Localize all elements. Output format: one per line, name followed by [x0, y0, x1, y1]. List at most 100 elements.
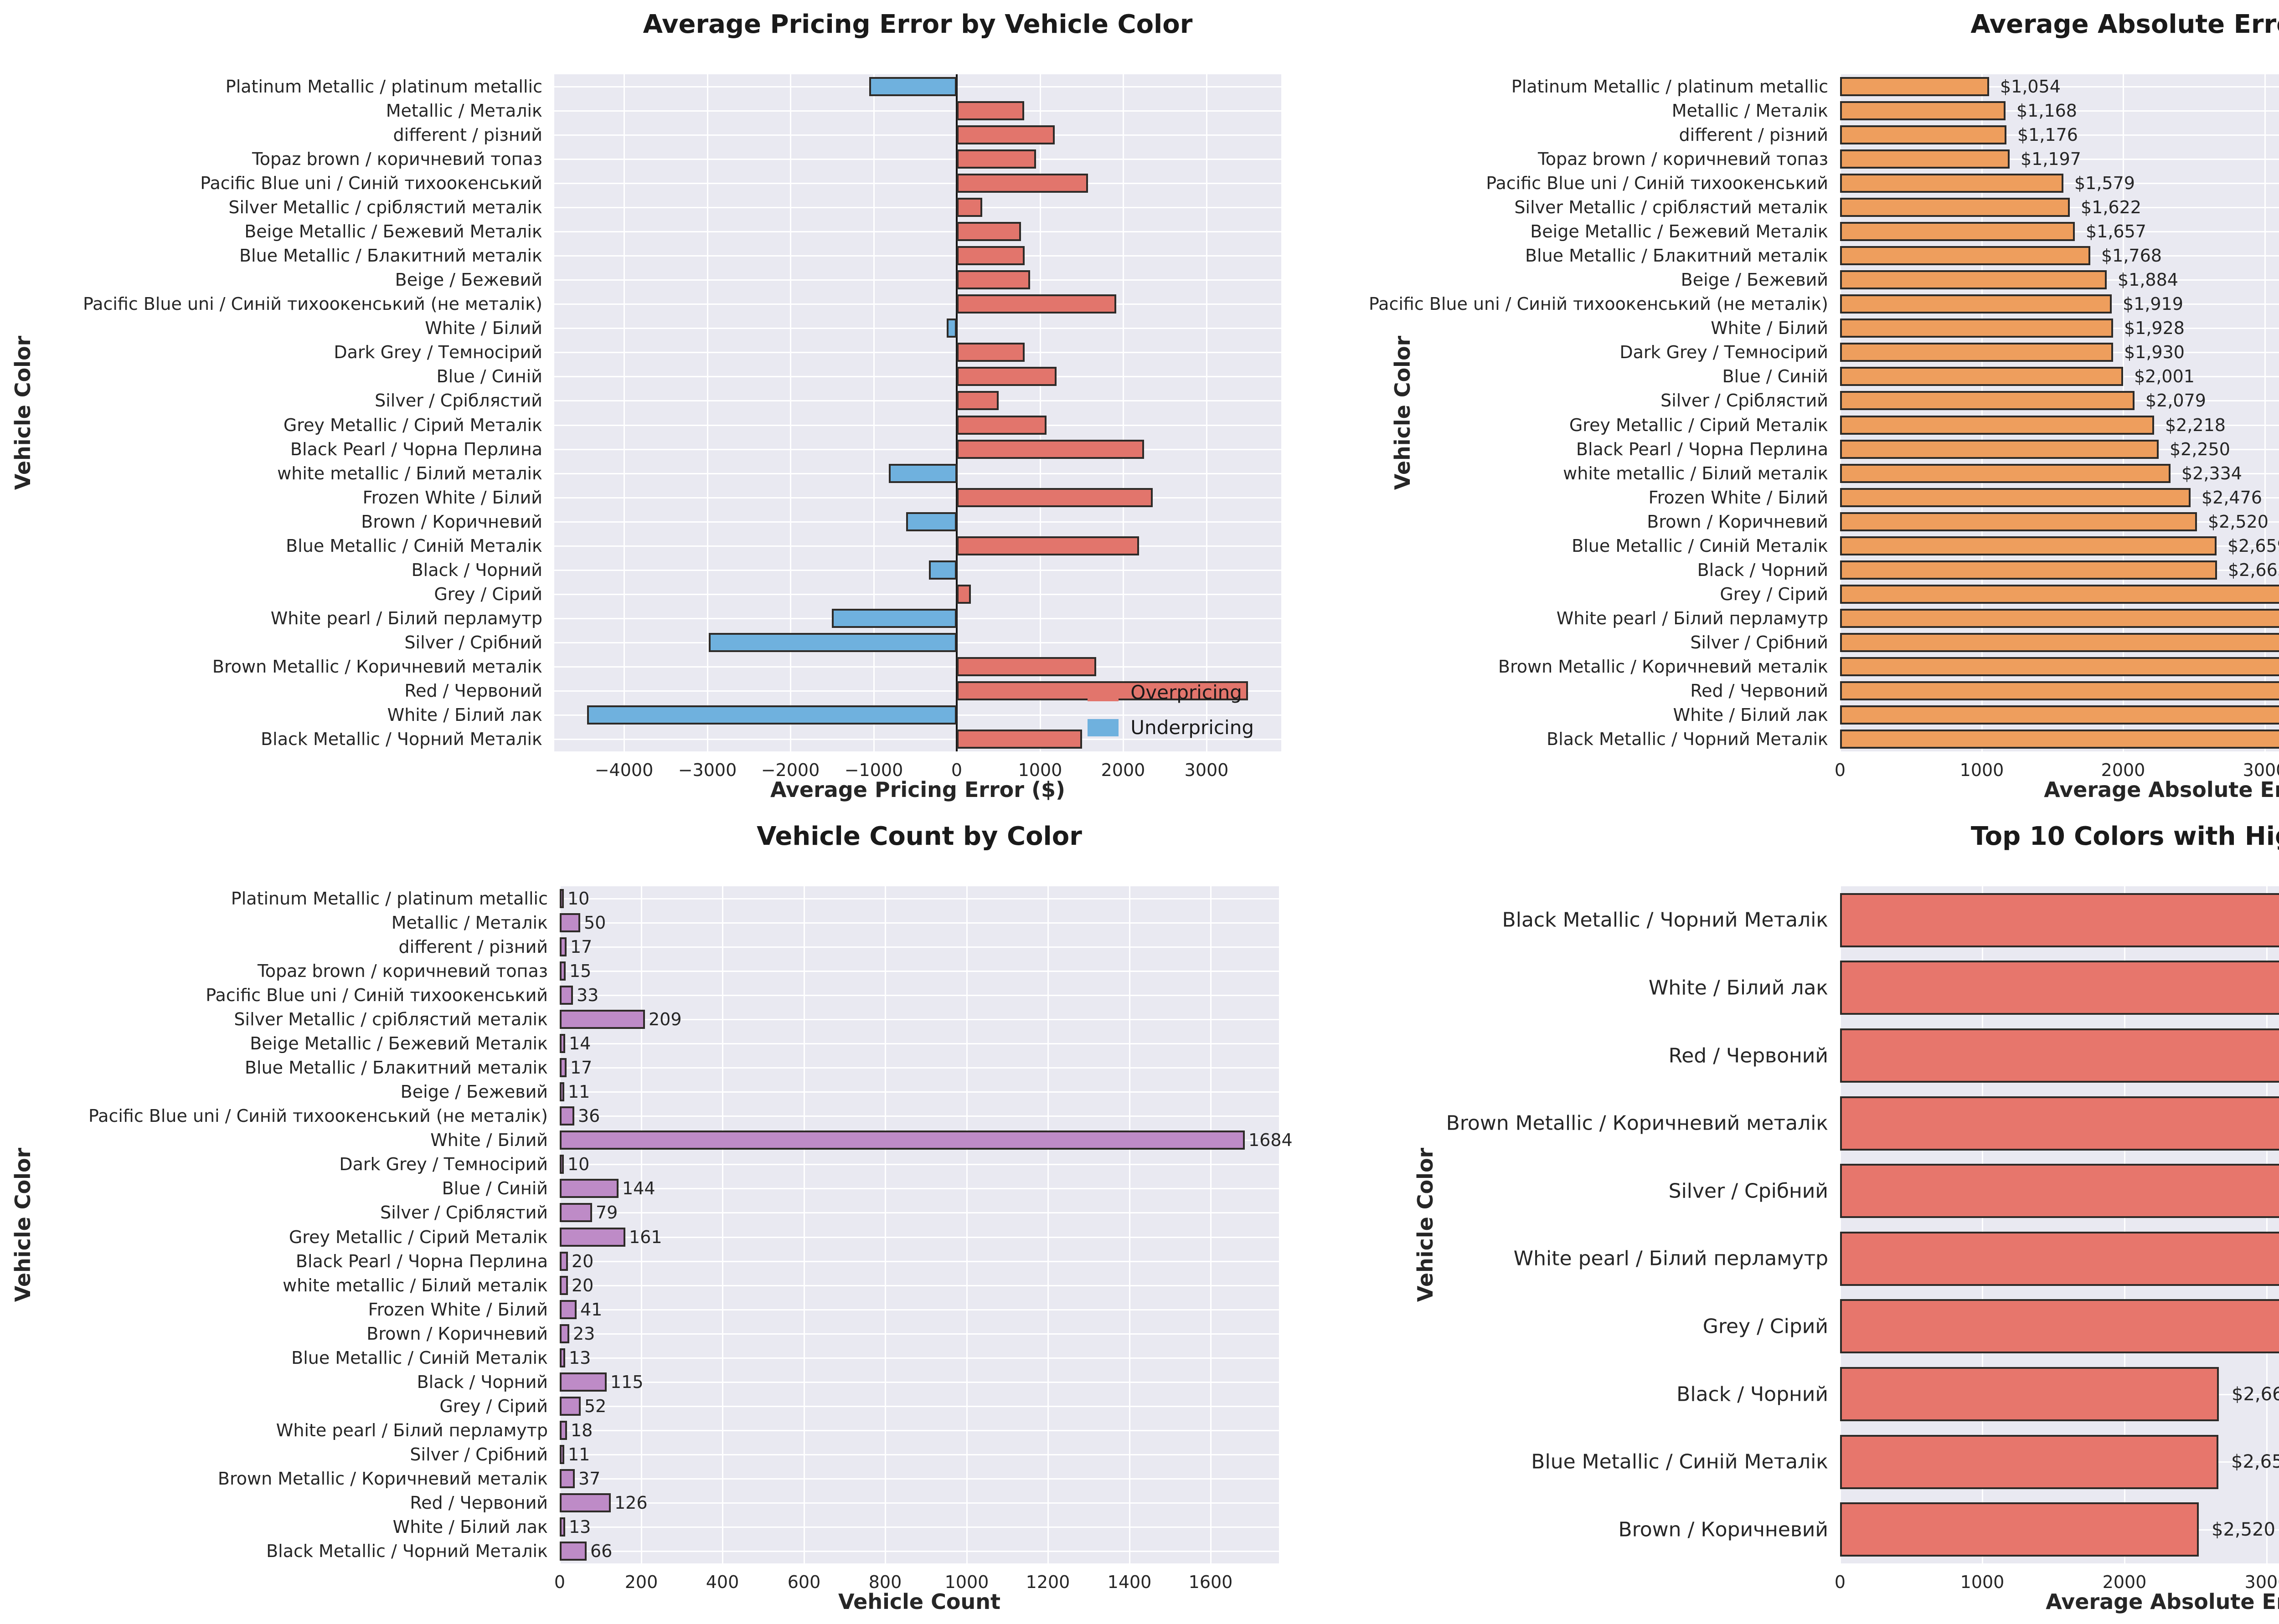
category-label: White / Білий лак: [1673, 705, 1828, 725]
bar: [560, 1131, 1245, 1150]
gridline-x: [707, 74, 708, 751]
gridline-y: [554, 739, 1281, 740]
gridline-x: [1210, 886, 1212, 1563]
category-label: Black Metallic / Чорний Металік: [1502, 908, 1828, 932]
category-label: Black / Чорний: [1697, 560, 1828, 580]
bar: [560, 1324, 569, 1343]
bar-value-label: 11: [568, 1444, 590, 1465]
gridline-x: [624, 74, 625, 751]
bar: [1840, 1299, 2279, 1353]
category-label: Metallic / Металік: [1671, 101, 1828, 121]
category-label: Dark Grey / Темносірий: [339, 1154, 548, 1174]
bar: [709, 633, 957, 652]
bar: [1840, 705, 2279, 725]
bar: [560, 1228, 625, 1247]
plot-area: 10 50 17 15 33 209 14 17 11 36 1684 10 144 79 161 20 20 4…: [559, 886, 1293, 1563]
gridline-y: [554, 134, 1281, 136]
bar: [957, 198, 982, 217]
bar-value-label: $2,520: [2208, 512, 2269, 532]
gridline-y: [554, 183, 1281, 184]
category-label: Blue / Синій: [442, 1178, 548, 1198]
bar-value-label: 79: [596, 1203, 618, 1223]
category-label: white metallic / Білий металік: [1563, 463, 1828, 483]
bar-value-label: 144: [622, 1178, 655, 1198]
category-label: Brown Metallic / Коричневий металік: [217, 1469, 548, 1489]
bar: [560, 913, 580, 932]
bar: [1840, 730, 2279, 749]
bar: [957, 657, 1096, 676]
gridline-y: [560, 1261, 1279, 1262]
zero-line: [956, 74, 958, 751]
panel-average-absolute-error: Average Absolute Error by Color Vehicle …: [1361, 0, 2279, 812]
category-label: Blue / Синій: [1722, 366, 1828, 386]
category-label: Blue Metallic / Блакитний металік: [244, 1058, 548, 1078]
chart-title: Vehicle Count by Color: [757, 822, 1082, 851]
bar: [947, 319, 957, 338]
bar-value-label: 23: [573, 1324, 595, 1344]
bar: [957, 294, 1116, 313]
bar: [560, 1276, 568, 1295]
gridline-x: [1129, 886, 1130, 1563]
bar-value-label: $1,176: [2017, 125, 2078, 145]
bar: [560, 1034, 565, 1053]
bar: [587, 705, 957, 725]
plot-area: $1,054 $1,168 $1,176 $1,197 $1,579 $1,622 $1,6…: [1840, 74, 2279, 751]
bar-value-label: $2,476: [2202, 488, 2262, 508]
bar: [957, 416, 1047, 435]
legend-label: Overpricing: [1130, 681, 1242, 704]
category-label: Pacific Blue uni / Синій тихоокенський (…: [1368, 294, 1828, 314]
bar: [1840, 1028, 2279, 1083]
bar: [1840, 319, 2113, 338]
bar-value-label: $2,079: [2145, 391, 2206, 411]
bar-value-label: 115: [610, 1372, 644, 1392]
gridline-y: [560, 1285, 1279, 1286]
bar: [957, 343, 1025, 362]
bar: [560, 1517, 565, 1537]
bar: [560, 1106, 574, 1125]
bar: [560, 1542, 587, 1561]
gridline-x: [1206, 74, 1207, 751]
bar-value-label: 18: [571, 1420, 593, 1440]
gridline-y: [554, 570, 1281, 571]
category-label: white metallic / Білий металік: [283, 1275, 548, 1295]
gridline-y: [554, 594, 1281, 595]
bar: [560, 1300, 577, 1319]
category-label: Grey / Сірий: [439, 1396, 548, 1416]
category-label: Topaz brown / коричневий топаз: [1537, 149, 1828, 169]
bar-value-label: 10: [567, 1154, 590, 1174]
gridline-y: [554, 545, 1281, 547]
bar: [1840, 1232, 2279, 1286]
bar: [1840, 1096, 2279, 1151]
bar-value-label: 14: [569, 1033, 591, 1054]
gridline-y: [554, 376, 1281, 377]
category-label: Pacific Blue uni / Синій тихоокенський (…: [82, 294, 542, 314]
bar: [1840, 633, 2279, 652]
x-axis-label: Average Absolute Error ($): [2046, 1589, 2279, 1614]
legend-item: Overpricing: [1088, 681, 1254, 704]
category-label: Silver Metallic / сріблястий металік: [1514, 197, 1828, 217]
gridline-x: [559, 886, 561, 1563]
x-tick-label: 1400: [1107, 1572, 1152, 1592]
x-tick-label: 1000: [1960, 1572, 2005, 1592]
x-axis-label: Vehicle Count: [838, 1589, 1000, 1614]
bar: [560, 1348, 565, 1367]
category-label: Silver / Срібний: [1690, 632, 1828, 653]
bar-value-label: 17: [570, 1058, 593, 1078]
bar-value-label: $2,520 (23 vehicles): [2212, 1519, 2279, 1540]
category-label: Blue Metallic / Синій Металік: [291, 1348, 548, 1368]
gridline-y: [554, 231, 1281, 232]
bar: [1840, 294, 2112, 313]
category-label: Blue Metallic / Синій Металік: [1531, 1450, 1828, 1474]
x-tick-label: 0: [951, 760, 963, 780]
x-tick-label: −3000: [678, 760, 737, 780]
bar: [560, 1372, 607, 1392]
gridline-y: [554, 449, 1281, 450]
category-label: Pacific Blue uni / Синій тихоокенський: [206, 985, 548, 1005]
bar: [1840, 1435, 2218, 1489]
bar-value-label: $1,930: [2124, 342, 2185, 362]
category-label: Black Metallic / Чорний Металік: [266, 1541, 548, 1561]
bar-value-label: $2,218: [2165, 415, 2226, 435]
legend-label: Underpricing: [1130, 716, 1254, 739]
bar-value-label: $2,663: [2228, 560, 2279, 580]
bar: [957, 174, 1088, 193]
